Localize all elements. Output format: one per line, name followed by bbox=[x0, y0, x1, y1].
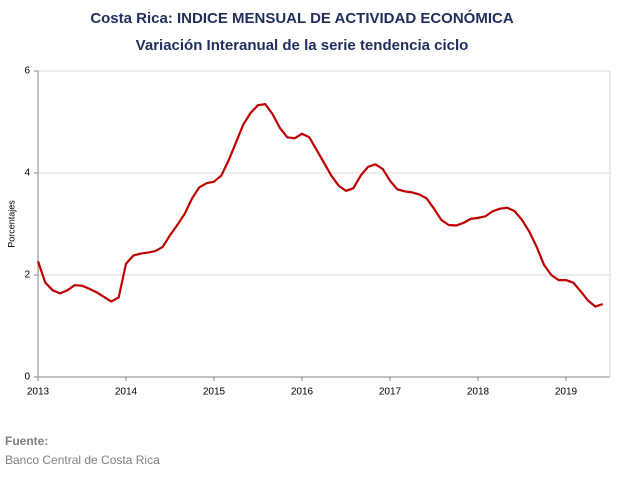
x-tick-label: 2016 bbox=[291, 387, 314, 398]
chart-title: Costa Rica: INDICE MENSUAL DE ACTIVIDAD … bbox=[90, 9, 514, 27]
source: Banco Central de Costa Rica bbox=[5, 453, 160, 467]
x-tick-label: 2014 bbox=[115, 387, 138, 398]
x-tick-label: 2015 bbox=[203, 387, 226, 398]
y-tick-label: 6 bbox=[24, 66, 30, 77]
y-tick-label: 2 bbox=[24, 270, 30, 281]
chart-subtitle: Variación Interanual de la serie tendenc… bbox=[136, 37, 469, 54]
x-tick-label: 2018 bbox=[467, 387, 490, 398]
x-tick-label: 2019 bbox=[555, 387, 578, 398]
y-tick-label: 4 bbox=[24, 168, 30, 179]
y-axis-label: Porcentajes bbox=[6, 200, 16, 248]
x-tick-label: 2013 bbox=[27, 387, 50, 398]
y-tick-label: 0 bbox=[24, 372, 30, 383]
line-series bbox=[36, 103, 604, 308]
x-tick-label: 2017 bbox=[379, 387, 402, 398]
source-label: Fuente: bbox=[5, 434, 48, 448]
